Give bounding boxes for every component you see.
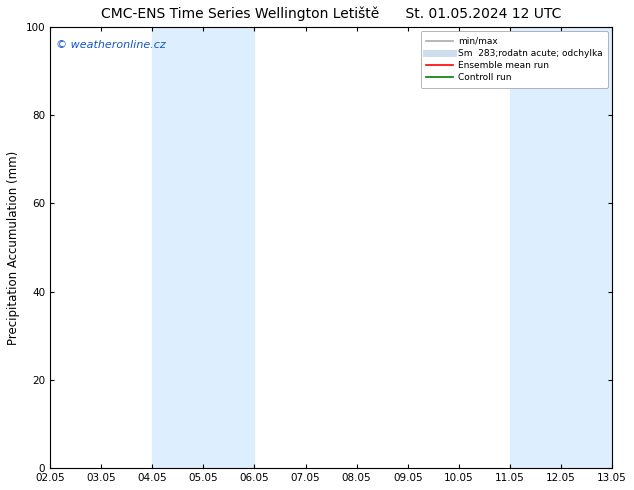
- Bar: [510, 27, 612, 468]
- Bar: [152, 27, 254, 468]
- Title: CMC-ENS Time Series Wellington Letiště      St. 01.05.2024 12 UTC: CMC-ENS Time Series Wellington Letiště S…: [101, 7, 561, 22]
- Y-axis label: Precipitation Accumulation (mm): Precipitation Accumulation (mm): [7, 150, 20, 344]
- Text: © weatheronline.cz: © weatheronline.cz: [56, 40, 165, 50]
- Legend: min/max, Sm  283;rodatn acute; odchylka, Ensemble mean run, Controll run: min/max, Sm 283;rodatn acute; odchylka, …: [420, 31, 607, 88]
